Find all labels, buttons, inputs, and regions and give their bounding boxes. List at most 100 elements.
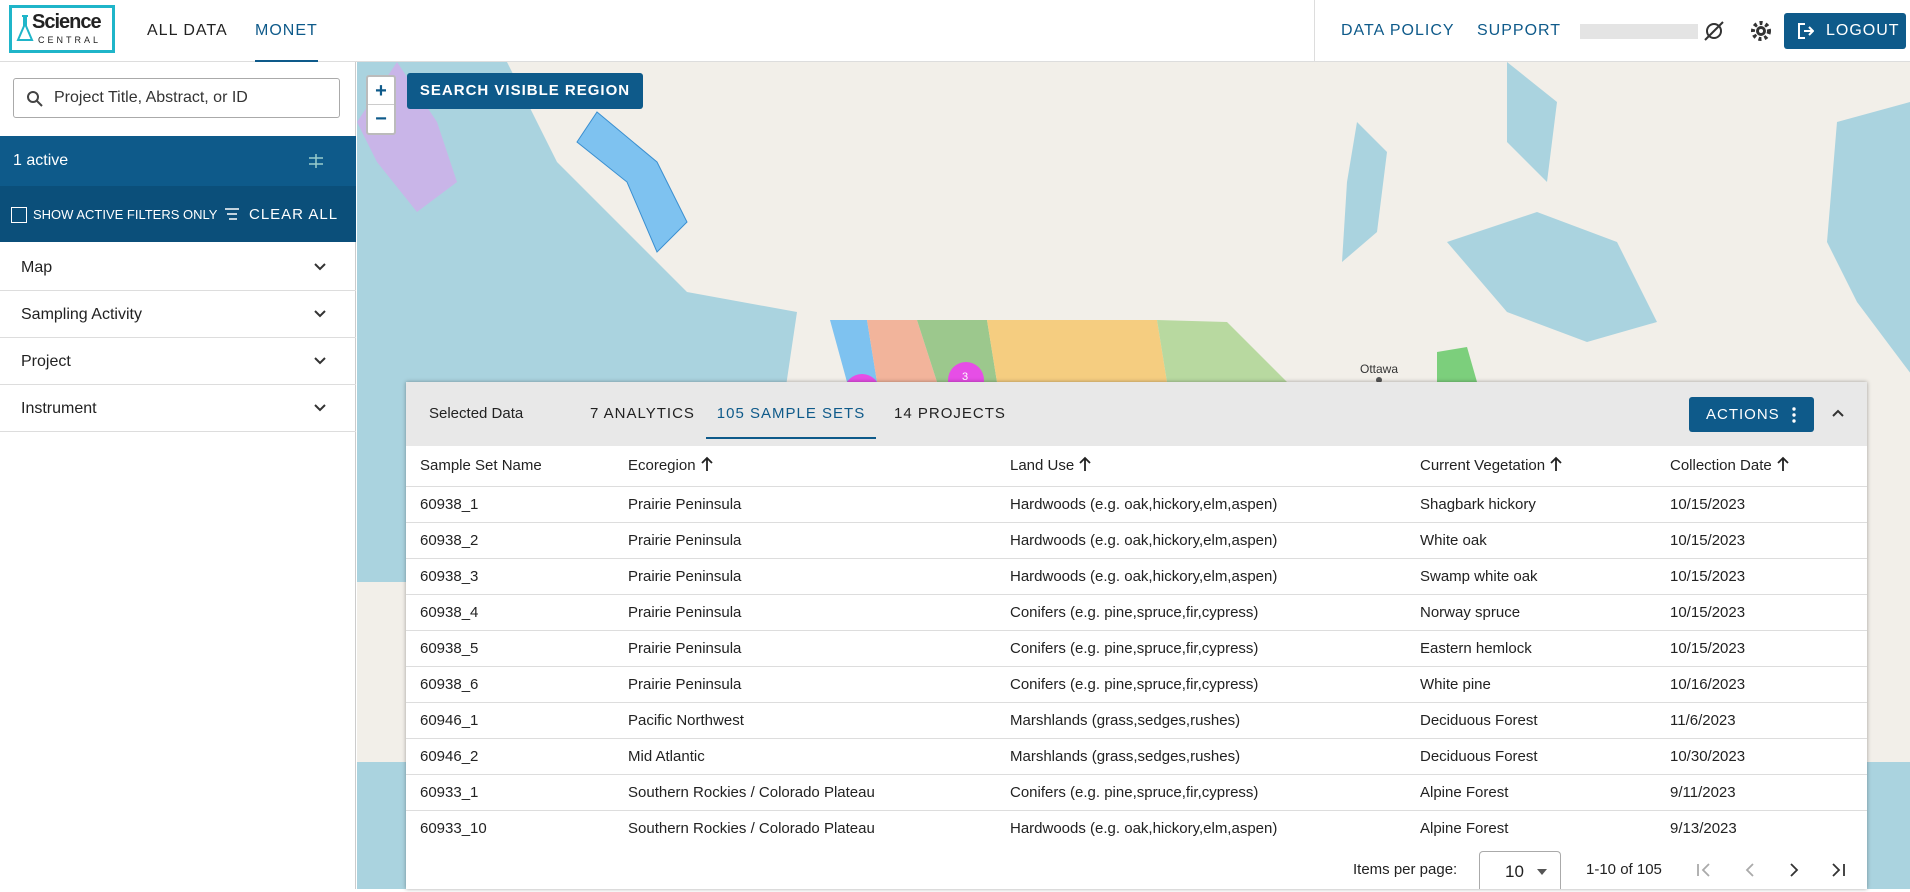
theme-icon[interactable]: [1702, 19, 1726, 43]
nav-link[interactable]: SUPPORT: [1477, 22, 1562, 39]
table-cell: Prairie Peninsula: [628, 640, 742, 657]
column-header[interactable]: Ecoregion: [628, 446, 715, 486]
clear-all[interactable]: CLEAR ALL: [249, 206, 339, 223]
table-cell: Hardwoods (e.g. oak,hickory,elm,aspen): [1010, 532, 1278, 549]
items-label: Items per page:: [1353, 861, 1458, 878]
table-cell: Norway spruce: [1420, 604, 1521, 621]
column-header[interactable]: Land Use: [1010, 446, 1093, 486]
table-cell: Marshlands (grass,sedges,rushes): [1010, 748, 1241, 765]
checkbox[interactable]: [11, 207, 27, 223]
accordion-label: Instrument: [21, 400, 97, 417]
column-header: Sample Set Name: [420, 446, 542, 486]
logout-label: LOGOUT: [1826, 22, 1900, 39]
table-row[interactable]: 60933_10 Southern Rockies / Colorado Plat…: [406, 810, 1867, 846]
table-cell: Conifers (e.g. pine,spruce,fir,cypress): [1010, 784, 1259, 801]
actions-label: ACTIONS: [1706, 406, 1780, 423]
actions-button[interactable]: ACTIONS: [1689, 397, 1814, 432]
active-filters[interactable]: 1 active: [0, 136, 356, 186]
accordion-item[interactable]: Project: [0, 338, 356, 385]
zoom-in[interactable]: +: [368, 77, 394, 105]
column-header[interactable]: Collection Date: [1670, 446, 1791, 486]
table-row[interactable]: 60938_5 Prairie Peninsula Conifers (e.g. p…: [406, 630, 1867, 666]
chevron: [314, 357, 326, 365]
table-cell: 10/15/2023: [1670, 640, 1746, 657]
column-header[interactable]: Current Vegetation: [1420, 446, 1564, 486]
table-row[interactable]: 60938_4 Prairie Peninsula Conifers (e.g. p…: [406, 594, 1867, 630]
table-cell: Hardwoods (e.g. oak,hickory,elm,aspen): [1010, 820, 1278, 837]
table-cell: Hardwoods (e.g. oak,hickory,elm,aspen): [1010, 496, 1278, 513]
table-cell: Eastern hemlock: [1420, 640, 1532, 657]
table-cell: White pine: [1420, 676, 1491, 693]
panel-title: Selected Data: [429, 405, 524, 422]
table-cell: Alpine Forest: [1420, 820, 1509, 837]
page-nav[interactable]: [1695, 860, 1855, 880]
table-cell: 60938_4: [420, 604, 479, 621]
sort-icon: [1777, 456, 1789, 471]
zoom-control: + −: [366, 75, 396, 135]
header: Science CENTRAL ALL DATA MONET DATA POLI…: [0, 0, 1910, 62]
table-cell: Pacific Northwest: [628, 712, 744, 729]
table-cell: 11/6/2023: [1670, 712, 1736, 729]
table-row[interactable]: 60946_1 Pacific Northwest Marshlands (gras…: [406, 702, 1867, 738]
table-row[interactable]: 60933_1 Southern Rockies / Colorado Plate…: [406, 774, 1867, 810]
table-cell: Mid Atlantic: [628, 748, 705, 765]
page-range: 1-10 of 105: [1586, 861, 1662, 878]
collapse-icon[interactable]: [1831, 407, 1845, 419]
table-cell: 9/11/2023: [1670, 784, 1736, 801]
accordion-item[interactable]: Map: [0, 244, 356, 291]
checkbox-label: SHOW ACTIVE FILTERS ONLY: [33, 207, 218, 222]
logo[interactable]: Science CENTRAL: [9, 5, 115, 53]
search-placeholder: Project Title, Abstract, or ID: [54, 89, 248, 106]
accordion-label: Map: [21, 259, 53, 276]
logo-subtext: CENTRAL: [38, 35, 102, 45]
cluster-count: 3: [962, 371, 968, 383]
column-label: Land Use: [1010, 457, 1075, 474]
zoom-out[interactable]: −: [375, 108, 387, 130]
tab[interactable]: 14 PROJECTS: [894, 405, 1006, 422]
table-cell: White oak: [1420, 532, 1487, 549]
table-cell: 60938_2: [420, 532, 479, 549]
table-cell: Deciduous Forest: [1420, 712, 1538, 729]
table-cell: 60933_1: [420, 784, 479, 801]
table-row[interactable]: 60938_1 Prairie Peninsula Hardwoods (e.g. …: [406, 486, 1867, 522]
logo-text: Science: [32, 11, 102, 33]
nav-link[interactable]: ALL DATA: [147, 22, 228, 39]
active-count: 1 active: [13, 152, 69, 169]
logo-icon: [16, 15, 34, 41]
logout-button[interactable]: LOGOUT: [1784, 13, 1906, 49]
table-cell: 60938_1: [420, 496, 479, 513]
accordion-item[interactable]: Sampling Activity: [0, 291, 356, 338]
table-cell: Prairie Peninsula: [628, 676, 742, 693]
table-row[interactable]: 60946_2 Mid Atlantic Marshlands (grass,sed…: [406, 738, 1867, 774]
nav-link[interactable]: DATA POLICY: [1341, 22, 1455, 39]
table-row[interactable]: 60938_6 Prairie Peninsula Conifers (e.g. p…: [406, 666, 1867, 702]
sort-icon: [1550, 456, 1562, 471]
accordion-label: Sampling Activity: [21, 306, 142, 323]
table-cell: Swamp white oak: [1420, 568, 1538, 585]
table-cell: 60938_5: [420, 640, 479, 657]
accordion-item[interactable]: Instrument: [0, 385, 356, 432]
items-select[interactable]: 10: [1479, 851, 1561, 889]
table-cell: Marshlands (grass,sedges,rushes): [1010, 712, 1241, 729]
chevron: [314, 263, 326, 271]
column-label: Current Vegetation: [1420, 457, 1546, 474]
items-value: 10: [1505, 862, 1524, 881]
table-cell: 10/15/2023: [1670, 496, 1746, 513]
tab[interactable]: 7 ANALYTICS: [590, 405, 695, 422]
table-row[interactable]: 60938_2 Prairie Peninsula Hardwoods (e.g. …: [406, 522, 1867, 558]
table-cell: Conifers (e.g. pine,spruce,fir,cypress): [1010, 604, 1259, 621]
tab-active[interactable]: 105 SAMPLE SETS: [706, 382, 876, 439]
table-cell: Prairie Peninsula: [628, 532, 742, 549]
data-panel: Selected Data 7 ANALYTICS 105 SAMPLE SET…: [406, 382, 1867, 889]
table-row[interactable]: 60938_3 Prairie Peninsula Hardwoods (e.g. …: [406, 558, 1867, 594]
nav-link[interactable]: MONET: [255, 0, 318, 62]
sidebar: Project Title, Abstract, or ID 1 active …: [0, 62, 356, 889]
table-cell: Prairie Peninsula: [628, 568, 742, 585]
chevron: [314, 404, 326, 412]
search-region-button[interactable]: SEARCH VISIBLE REGION: [407, 73, 643, 109]
table-cell: Conifers (e.g. pine,spruce,fir,cypress): [1010, 676, 1259, 693]
table-cell: Conifers (e.g. pine,spruce,fir,cypress): [1010, 640, 1259, 657]
table-cell: 10/15/2023: [1670, 568, 1746, 585]
settings-icon[interactable]: [1749, 19, 1773, 43]
search-box[interactable]: Project Title, Abstract, or ID: [13, 78, 340, 118]
